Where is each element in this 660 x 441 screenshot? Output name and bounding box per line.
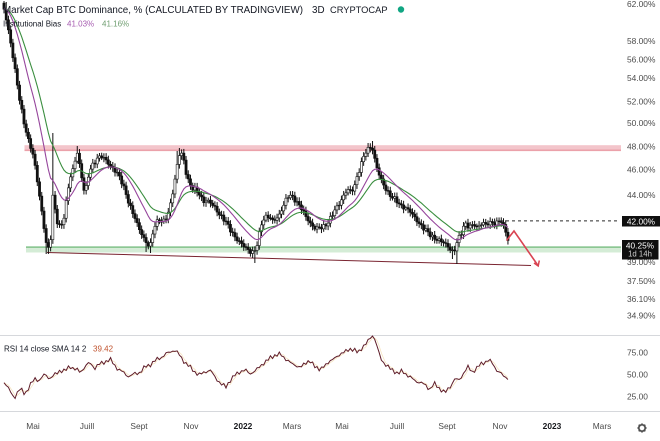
svg-text:Mars: Mars (593, 421, 612, 431)
svg-text:39.00%: 39.00% (627, 257, 656, 267)
svg-text:58.00%: 58.00% (627, 36, 656, 46)
svg-text:CRYPTOCAP: CRYPTOCAP (330, 5, 388, 15)
svg-text:3D: 3D (312, 5, 325, 16)
svg-text:Sept: Sept (130, 421, 148, 431)
svg-text:75.00: 75.00 (627, 348, 648, 358)
svg-text:Institutional Bias: Institutional Bias (3, 20, 61, 29)
svg-text:Mai: Mai (335, 421, 349, 431)
svg-text:Nov: Nov (493, 421, 509, 431)
svg-text:40.25%: 40.25% (626, 241, 655, 251)
svg-text:46.00%: 46.00% (627, 165, 656, 175)
svg-text:48.00%: 48.00% (627, 142, 656, 152)
svg-text:Market Cap BTC Dominance, % (C: Market Cap BTC Dominance, % (CALCULATED … (3, 5, 303, 16)
svg-text:41.16%: 41.16% (102, 20, 129, 29)
svg-text:Mai: Mai (26, 421, 40, 431)
svg-text:62.00%: 62.00% (627, 0, 656, 9)
svg-text:2023: 2023 (543, 421, 562, 431)
svg-text:25.00: 25.00 (627, 392, 648, 402)
svg-text:2022: 2022 (234, 421, 253, 431)
svg-text:41.03%: 41.03% (67, 20, 94, 29)
svg-text:50.00%: 50.00% (627, 118, 656, 128)
svg-text:39.42: 39.42 (93, 345, 114, 354)
svg-text:34.90%: 34.90% (627, 311, 656, 321)
svg-text:37.50%: 37.50% (627, 276, 656, 286)
svg-text:Juill: Juill (80, 421, 95, 431)
svg-text:54.00%: 54.00% (627, 73, 656, 83)
svg-text:52.00%: 52.00% (627, 96, 656, 106)
svg-text:RSI 14 close SMA 14 2: RSI 14 close SMA 14 2 (4, 345, 87, 354)
svg-text:Juill: Juill (390, 421, 405, 431)
svg-text:Mars: Mars (283, 421, 302, 431)
svg-text:Nov: Nov (184, 421, 200, 431)
svg-text:56.00%: 56.00% (627, 55, 656, 65)
svg-text:42.00%: 42.00% (627, 216, 656, 226)
svg-text:36.10%: 36.10% (627, 294, 656, 304)
svg-text:44.00%: 44.00% (627, 190, 656, 200)
svg-text:1d 14h: 1d 14h (628, 250, 652, 259)
svg-text:50.00: 50.00 (627, 370, 648, 380)
svg-text:Sept: Sept (438, 421, 456, 431)
